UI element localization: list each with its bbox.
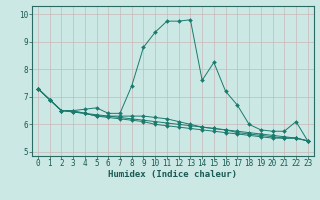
X-axis label: Humidex (Indice chaleur): Humidex (Indice chaleur) <box>108 170 237 179</box>
